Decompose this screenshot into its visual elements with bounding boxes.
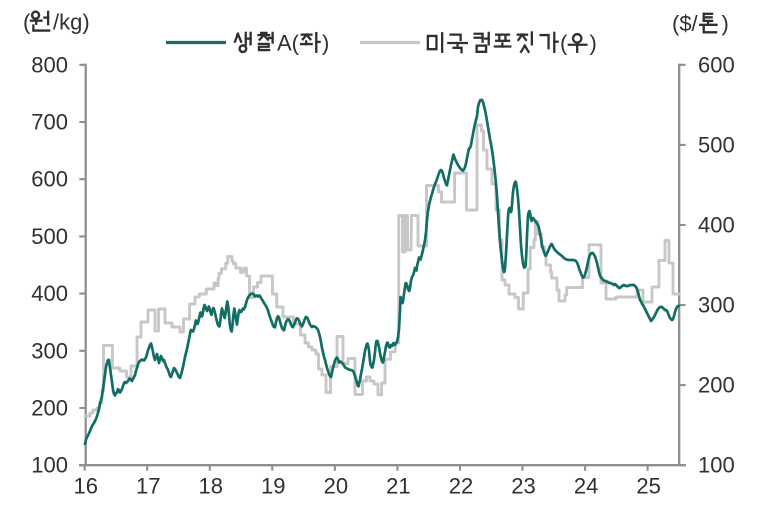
svg-text:600: 600	[31, 167, 68, 192]
svg-text:100: 100	[31, 453, 68, 478]
svg-text:/kg): /kg)	[53, 10, 90, 35]
svg-text:600: 600	[698, 52, 735, 77]
svg-text:23: 23	[511, 474, 535, 499]
svg-text:17: 17	[136, 474, 160, 499]
svg-text:400: 400	[698, 213, 735, 238]
svg-text:22: 22	[449, 474, 473, 499]
svg-text:21: 21	[386, 474, 410, 499]
svg-text:(: (	[23, 10, 31, 35]
svg-text:24: 24	[574, 474, 598, 499]
svg-text:19: 19	[261, 474, 285, 499]
svg-text:400: 400	[31, 281, 68, 306]
svg-text:100: 100	[698, 453, 735, 478]
svg-text:): )	[322, 31, 329, 56]
svg-text:500: 500	[698, 132, 735, 157]
svg-text:): )	[722, 11, 729, 36]
svg-text:25: 25	[636, 474, 660, 499]
svg-text:300: 300	[31, 338, 68, 363]
svg-text:300: 300	[698, 293, 735, 318]
svg-text:16: 16	[73, 474, 97, 499]
svg-text:($/: ($/	[672, 11, 699, 36]
svg-text:500: 500	[31, 224, 68, 249]
svg-text:(: (	[560, 31, 568, 56]
svg-text:200: 200	[31, 396, 68, 421]
svg-text:700: 700	[31, 110, 68, 135]
svg-text:800: 800	[31, 52, 68, 77]
svg-text:A(: A(	[277, 31, 300, 56]
svg-text:): )	[590, 31, 597, 56]
svg-text:20: 20	[324, 474, 348, 499]
svg-text:18: 18	[199, 474, 223, 499]
svg-text:200: 200	[698, 373, 735, 398]
